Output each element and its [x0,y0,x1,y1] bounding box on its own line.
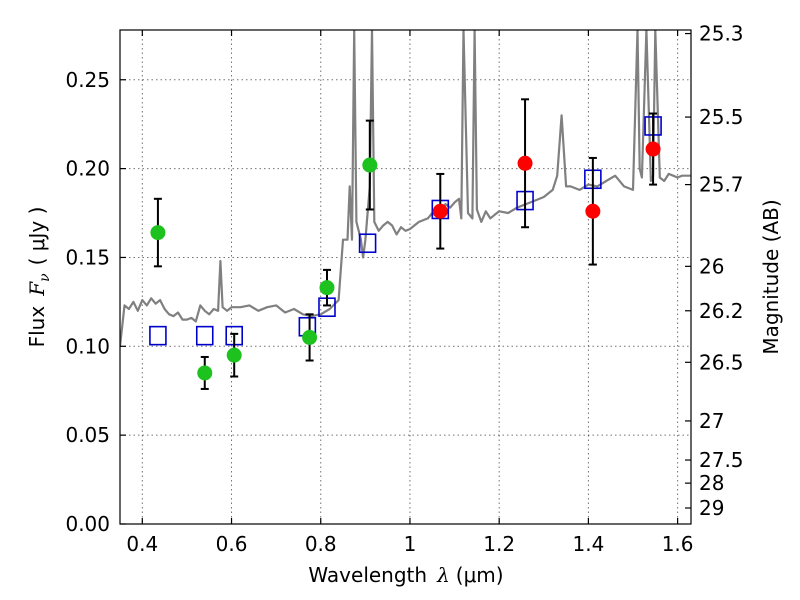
y-axis: 0.00 0.05 0.10 0.15 0.20 0.25 [65,68,126,536]
plot-area [120,30,691,390]
y2-tick-label: 25.7 [699,173,744,197]
y2-tick-label: 26.5 [699,350,744,374]
y-tick-label: 0.20 [65,157,110,181]
observed-green-point [319,280,335,296]
observed-green-point [302,329,318,345]
y2-tick-label: 25.5 [699,105,744,129]
observed-green-point [362,157,378,173]
model-point [149,325,167,346]
y2-tick-label: 26 [699,254,724,278]
model-spectrum-line [120,30,691,347]
x-tick-label: 0.4 [126,532,158,556]
y2-tick-label: 29 [699,496,724,520]
y-tick-label: 0.10 [65,334,110,358]
observed-red-point [517,155,533,171]
y2-tick-label: 26.2 [699,299,744,323]
x-tick-label: 1.6 [662,532,694,556]
y2-tick-label: 27.5 [699,448,744,472]
observed-green-point [150,225,166,241]
observed-green-point [197,365,213,381]
observed-red-point [585,203,601,219]
x-axis-label: Wavelength λ (μm) [308,563,503,587]
y2-axis-label: Magnitude (AB) [759,199,783,354]
y-tick-label: 0.00 [65,512,110,536]
observed-red-point [645,141,661,157]
y-tick-label: 0.25 [65,68,110,92]
y-tick-label: 0.15 [65,245,110,269]
y2-tick-label: 25.3 [699,22,744,46]
observed-green-point [226,347,242,363]
y-tick-label: 0.05 [65,423,110,447]
model-point [358,233,377,254]
x-tick-label: 1 [404,532,417,556]
plot-frame [119,29,692,525]
x-tick-label: 1.2 [483,532,515,556]
observed-red-point [432,203,448,219]
x-tick-label: 0.8 [305,532,337,556]
x-tick-label: 0.6 [216,532,248,556]
x-tick-label: 1.4 [572,532,604,556]
grid [120,30,691,525]
y2-tick-label: 28 [699,471,724,495]
x-axis: 0.4 0.6 0.8 1 1.2 1.4 1.6 [126,30,694,556]
model-point [195,325,214,346]
y2-tick-label: 27 [699,409,724,433]
y-axis-label: FluxFν( μJy ) [25,207,53,348]
